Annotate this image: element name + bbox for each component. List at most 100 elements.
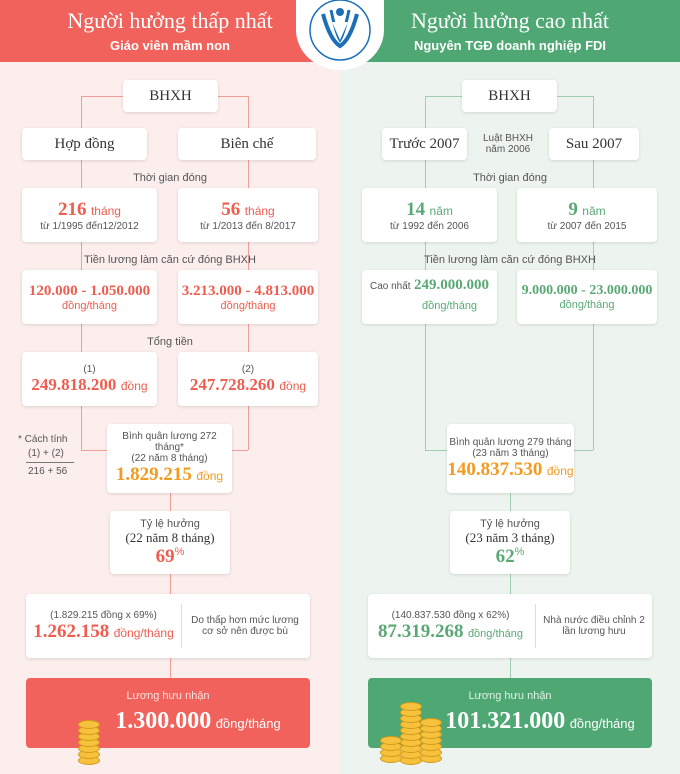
left-duration-2: 56 tháng từ 1/2013 đến 8/2017 (178, 188, 318, 242)
date-range: từ 1/1995 đến12/2012 (40, 220, 139, 232)
avg-line-2: (23 năm 3 tháng) (472, 447, 549, 459)
calc-unit: đồng/tháng (467, 627, 523, 640)
connector-line (248, 96, 249, 128)
coin-stack-icon (74, 718, 104, 766)
pension-label: Lương hưu nhận (126, 690, 210, 702)
value: 216 (58, 198, 87, 220)
rate-period: (22 năm 8 tháng) (125, 529, 215, 545)
rate-label: Tỷ lệ hưởng (140, 517, 200, 530)
avg-value: 1.829.215 (115, 464, 192, 485)
value: 14 (406, 198, 426, 220)
connector-line (557, 96, 593, 97)
value: 120.000 - 1.050.000 (28, 282, 151, 299)
unit: đồng/tháng (220, 299, 276, 312)
pension-value: 101.321.000 (445, 708, 566, 734)
unit: năm (429, 203, 453, 218)
left-bhxh-box: BHXH (123, 80, 218, 112)
connector-line (170, 658, 171, 678)
rate-label: Tỷ lệ hưởng (480, 517, 540, 530)
connector-line (425, 96, 462, 97)
staff-box: Biên chế (178, 128, 316, 160)
calculation-note: * Cách tính (1) + (2) 216 + 56 (18, 434, 88, 477)
right-bhxh-box: BHXH (462, 80, 557, 112)
left-salary-label: Tiền lương làm căn cứ đóng BHXH (84, 254, 256, 266)
date-range: từ 1992 đến 2006 (390, 220, 469, 232)
left-calc-box: (1.829.215 đồng x 69%) 1.262.158 đồng/th… (26, 594, 310, 658)
prefix: Cao nhất (370, 281, 411, 292)
right-calc-result: (140.837.530 đồng x 62%) 87.319.268 đồng… (368, 594, 533, 658)
right-duration-label: Thời gian đóng (473, 172, 547, 184)
calc-unit: đồng/tháng (113, 625, 174, 640)
rate-period: (23 năm 3 tháng) (465, 529, 555, 545)
connector-line (510, 574, 511, 594)
calc-value: 87.319.268 (377, 620, 464, 642)
calc-note: Nhà nước điều chỉnh 2 lần lương hưu (543, 615, 645, 637)
right-subtitle: Nguyên TGĐ doanh nghiệp FDI (413, 38, 607, 53)
right-duration-2: 9 năm từ 2007 đến 2015 (517, 188, 657, 242)
note-denominator: 216 + 56 (28, 466, 68, 477)
pension-amount: 101.321.000 đồng/tháng (428, 708, 652, 735)
pension-label: Lương hưu nhận (468, 690, 552, 702)
left-average-box: Bình quân lương 272 tháng* (22 năm 8 thá… (107, 424, 232, 493)
left-calc-result: (1.829.215 đồng x 69%) 1.262.158 đồng/th… (26, 594, 181, 658)
value: 247.728.260 (189, 374, 275, 394)
note-numerator: (1) + (2) (28, 448, 64, 459)
value: 3.213.000 - 4.813.000 (181, 282, 315, 299)
after-2007-box: Sau 2007 (549, 128, 639, 160)
left-total-2: (2) 247.728.260 đồng (178, 352, 318, 406)
unit: đồng (120, 378, 148, 393)
unit: đồng/tháng (422, 300, 478, 312)
law-2006-label: Luật BHXH năm 2006 (468, 128, 548, 160)
right-rate-box: Tỷ lệ hưởng (23 năm 3 tháng) 62% (450, 511, 570, 574)
connector-line (81, 96, 82, 128)
law-line-2: năm 2006 (485, 144, 531, 155)
left-total-1: (1) 249.818.200 đồng (22, 352, 157, 406)
before-2007-box: Trước 2007 (382, 128, 467, 160)
value: 9.000.000 - 23.000.000 (521, 283, 653, 298)
left-salary-2: 3.213.000 - 4.813.000 đồng/tháng (178, 270, 318, 324)
divider (535, 604, 536, 648)
avg-line-1: Bình quân lương 279 tháng (449, 436, 572, 448)
avg-line-1: Bình quân lương 272 tháng* (122, 431, 217, 453)
value: 56 (221, 198, 241, 220)
avg-unit: đồng (196, 469, 224, 483)
right-salary-label: Tiền lương làm căn cứ đóng BHXH (424, 254, 596, 266)
left-duration-label: Thời gian đóng (133, 172, 207, 184)
value: 249.818.200 (31, 374, 117, 394)
right-duration-1: 14 năm từ 1992 đến 2006 (362, 188, 497, 242)
value: 9 (568, 198, 578, 220)
connector-line (510, 493, 511, 511)
right-header: Người hưởng cao nhất Nguyên TGĐ doanh ng… (340, 0, 680, 62)
connector-line (232, 450, 248, 451)
left-salary-1: 120.000 - 1.050.000 đồng/tháng (22, 270, 157, 324)
fraction-bar (26, 462, 74, 463)
marker: (1) (83, 363, 96, 375)
pension-unit: đồng/tháng (215, 716, 281, 731)
marker: (2) (241, 363, 255, 375)
unit: tháng (90, 203, 121, 218)
connector-line (81, 96, 123, 97)
pension-unit: đồng/tháng (569, 716, 635, 731)
left-header: Người hưởng thấp nhất Giáo viên mầm non (0, 0, 340, 62)
unit: đồng/tháng (559, 299, 615, 311)
connector-line (574, 450, 593, 451)
pension-value: 1.300.000 (115, 708, 212, 734)
left-subtitle: Giáo viên mầm non (110, 38, 230, 53)
unit: năm (582, 203, 606, 218)
connector-line (170, 493, 171, 511)
avg-value: 140.837.530 (447, 458, 543, 480)
connector-line (218, 96, 248, 97)
connector-line (425, 96, 426, 128)
left-title: Người hưởng thấp nhất (67, 8, 273, 33)
unit: tháng (244, 203, 275, 218)
left-total-label: Tổng tiền (147, 336, 193, 348)
bhxh-logo (296, 0, 384, 70)
right-title: Người hưởng cao nhất (410, 8, 610, 33)
date-range: từ 2007 đến 2015 (547, 220, 627, 232)
connector-line (510, 658, 511, 678)
law-line-1: Luật BHXH (482, 133, 534, 144)
right-salary-2: 9.000.000 - 23.000.000 đồng/tháng (517, 270, 657, 324)
left-duration-1: 216 tháng từ 1/1995 đến12/2012 (22, 188, 157, 242)
divider (181, 604, 182, 648)
note-title: * Cách tính (18, 434, 68, 445)
